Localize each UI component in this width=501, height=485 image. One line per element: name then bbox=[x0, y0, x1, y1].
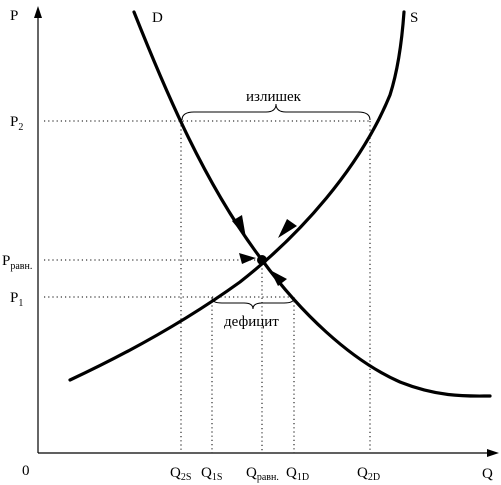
p2-sub: 2 bbox=[18, 122, 23, 133]
demand-upper-arrow-icon bbox=[232, 215, 246, 238]
p2-main: P bbox=[10, 114, 18, 130]
p1-sub: 1 bbox=[18, 298, 23, 309]
demand-label: D bbox=[152, 10, 163, 26]
q1d-sub: 1D bbox=[297, 472, 309, 483]
q-eq-sub: равн. bbox=[257, 472, 279, 483]
p-eq-label: Pравн. bbox=[2, 253, 32, 272]
p-eq-main: P bbox=[2, 253, 10, 269]
q1d-main: Q bbox=[286, 465, 297, 481]
q2d-sub: 2D bbox=[368, 472, 380, 483]
q2s-main: Q bbox=[170, 465, 181, 481]
x-axis-arrow-icon bbox=[487, 449, 499, 457]
q-eq-label: Qравн. bbox=[246, 465, 279, 483]
demand-lower-arrow-icon bbox=[270, 270, 287, 286]
supply-lower-arrow-icon bbox=[239, 253, 256, 264]
deficit-brace bbox=[211, 297, 295, 310]
q2s-sub: 2S bbox=[181, 472, 192, 483]
deficit-label: дефицит bbox=[224, 314, 279, 330]
supply-upper-arrow-icon bbox=[278, 219, 297, 238]
x-axis-label: Q bbox=[482, 466, 493, 482]
origin-label: 0 bbox=[22, 463, 30, 479]
p2-label: P2 bbox=[10, 114, 23, 133]
q1d-label: Q1D bbox=[286, 465, 309, 483]
equilibrium-point bbox=[257, 255, 267, 265]
p-eq-sub: равн. bbox=[10, 261, 32, 272]
supply-curve bbox=[68, 10, 406, 382]
q2d-main: Q bbox=[357, 465, 368, 481]
demand-curve bbox=[132, 10, 492, 398]
p1-main: P bbox=[10, 290, 18, 306]
q2d-label: Q2D bbox=[357, 465, 380, 483]
q1s-label: Q1S bbox=[201, 465, 222, 483]
surplus-label: излишек bbox=[246, 89, 302, 105]
y-axis-label: P bbox=[10, 8, 18, 24]
y-axis-arrow-icon bbox=[34, 6, 42, 18]
q2s-label: Q2S bbox=[170, 465, 191, 483]
surplus-brace bbox=[181, 103, 371, 121]
p1-label: P1 bbox=[10, 290, 23, 309]
q1s-sub: 1S bbox=[212, 472, 223, 483]
supply-label: S bbox=[410, 10, 418, 26]
q1s-main: Q bbox=[201, 465, 212, 481]
q-eq-main: Q bbox=[246, 465, 257, 481]
